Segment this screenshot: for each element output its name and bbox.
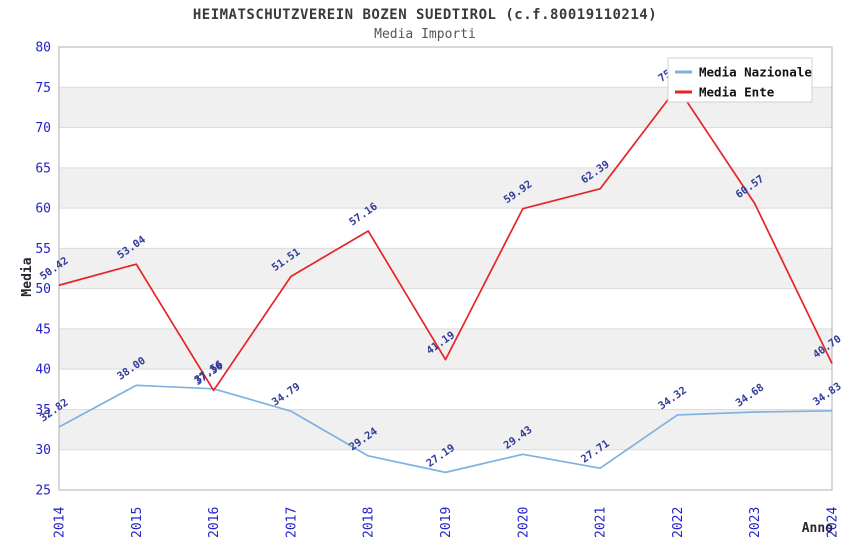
line-media-nazionale	[58, 384, 833, 474]
x-tick-2023: 2023	[748, 507, 763, 538]
x-axis-title: Anno	[802, 521, 833, 536]
y-tick-65: 65	[35, 161, 51, 176]
x-tick-2019: 2019	[439, 507, 454, 538]
y-tick-50: 50	[35, 282, 51, 297]
x-tick-2022: 2022	[671, 507, 686, 538]
y-tick-80: 80	[35, 41, 51, 56]
y-tick-75: 75	[35, 81, 51, 96]
band-25-30	[59, 449, 832, 490]
line-media-ente	[58, 86, 833, 392]
x-tick-2021: 2021	[594, 507, 609, 538]
x-tick-2016: 2016	[207, 507, 222, 538]
band-50-55	[59, 248, 832, 289]
y-tick-25: 25	[35, 484, 51, 499]
series-lines	[58, 86, 833, 474]
legend-item-media-nazionale: Media Nazionale	[675, 65, 812, 80]
band-55-60	[59, 208, 832, 249]
plot-border	[58, 46, 833, 491]
y-tick-70: 70	[35, 121, 51, 136]
x-tick-labels: 2014 2015 2016 2017 2018 2019 2020 2021 2022 2023…	[53, 507, 841, 538]
x-tick-2017: 2017	[284, 507, 299, 538]
band-30-35	[59, 409, 832, 450]
y-tick-60: 60	[35, 202, 51, 217]
y-axis-title: Media	[20, 257, 35, 296]
band-60-65	[59, 167, 832, 209]
legend-label: Media Nazionale	[699, 65, 812, 80]
band-35-40	[59, 369, 832, 410]
x-tick-2014: 2014	[53, 507, 68, 538]
x-tick-2015: 2015	[130, 507, 145, 538]
y-tick-40: 40	[35, 363, 51, 378]
chart-subtitle: Media Importi	[374, 27, 476, 42]
x-tick-2020: 2020	[516, 507, 531, 538]
legend-item-media-ente: Media Ente	[675, 85, 775, 100]
y-tick-45: 45	[35, 322, 51, 337]
legend-label: Media Ente	[699, 85, 775, 100]
x-tick-2018: 2018	[362, 507, 377, 538]
legend-box	[667, 57, 813, 103]
legend: Media Nazionale Media Ente	[667, 57, 813, 103]
x-tick-2024: 2024	[826, 507, 841, 538]
y-tick-30: 30	[35, 443, 51, 458]
plot-bands	[59, 47, 832, 490]
chart-title: HEIMATSCHUTZVEREIN BOZEN SUEDTIROL (c.f.…	[192, 7, 658, 23]
band-65-70	[59, 127, 832, 168]
band-45-50	[59, 288, 832, 329]
y-tick-labels: 25 30 35 40 45 50 55 60 65 70 75 80	[35, 41, 51, 499]
y-tick-35: 35	[35, 403, 51, 418]
y-tick-55: 55	[35, 242, 51, 257]
